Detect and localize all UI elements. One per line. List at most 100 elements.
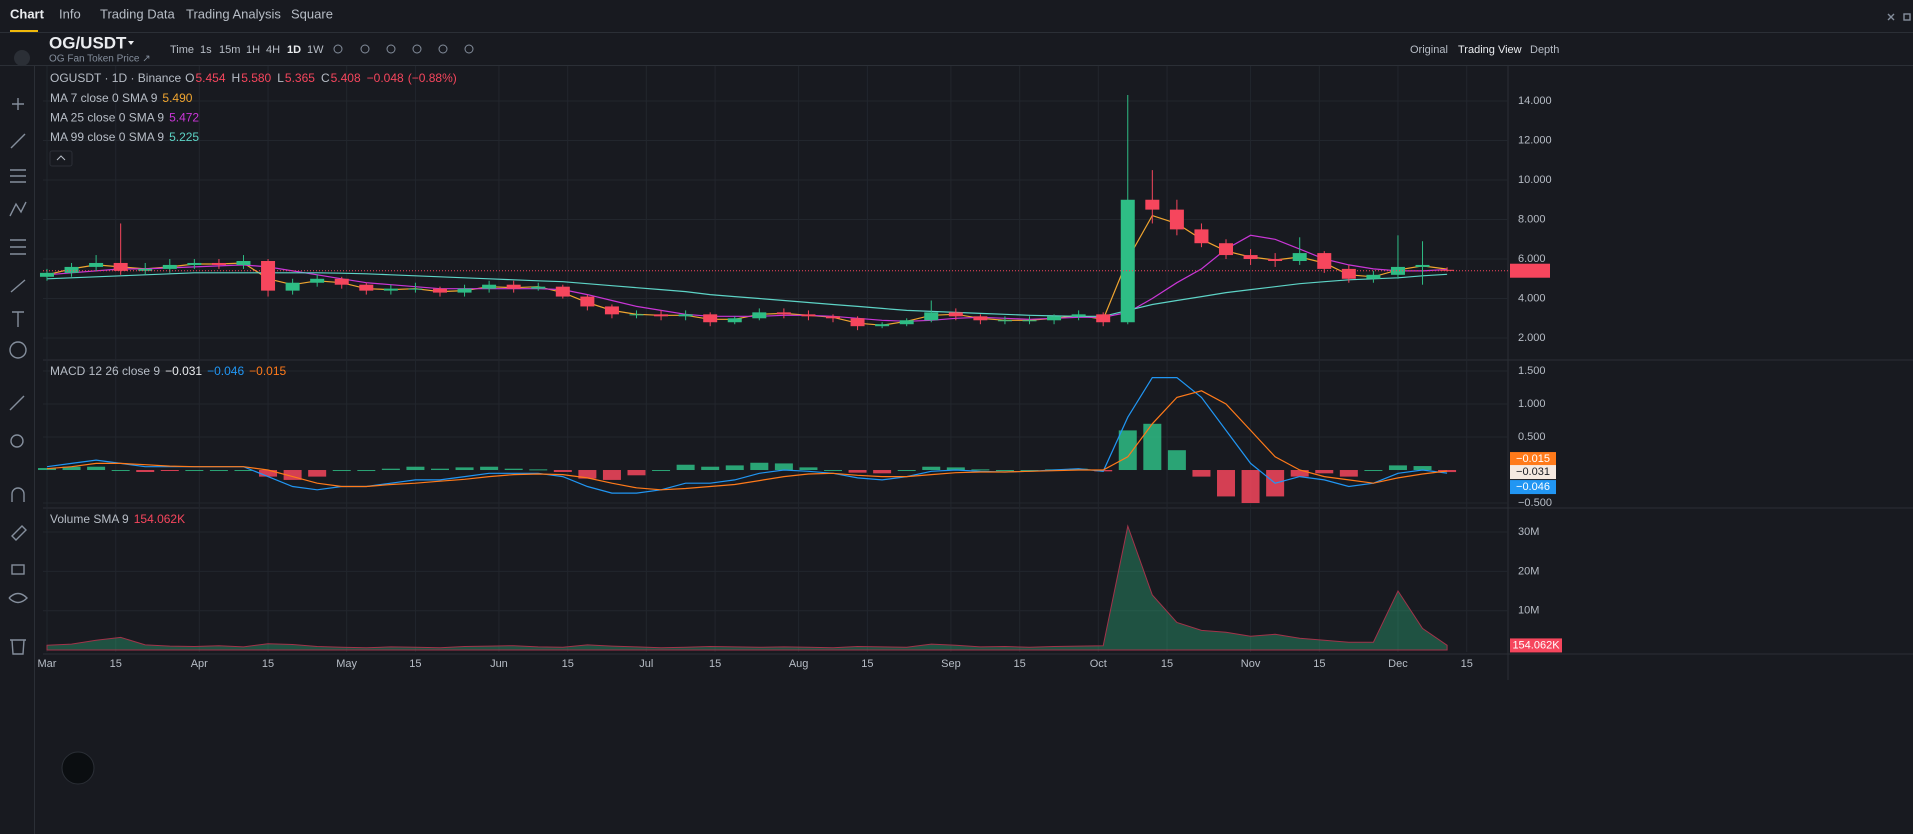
- legend-value: −0.031: [165, 364, 202, 378]
- macd-bar: [824, 470, 843, 472]
- macd-bar: [381, 468, 400, 471]
- hide-tool[interactable]: [8, 592, 28, 604]
- candle-body: [826, 316, 841, 319]
- macd-bar: [406, 466, 425, 471]
- candle-body: [727, 318, 742, 323]
- legend-label: Volume SMA 9: [50, 512, 129, 526]
- interval[interactable]: Time: [170, 44, 194, 56]
- chart-tool[interactable]: [360, 44, 370, 54]
- brush-tool[interactable]: [10, 279, 26, 293]
- symbol-caret[interactable]: [128, 41, 134, 45]
- symbol[interactable]: OG/USDT: [49, 33, 127, 52]
- emoji-tool[interactable]: [9, 341, 27, 359]
- legend-value: −0.046: [207, 364, 244, 378]
- legend-label: MA 7 close 0 SMA 9: [50, 91, 158, 105]
- x-tick-label: Nov: [1241, 658, 1261, 670]
- lock-draw-tool[interactable]: [11, 525, 27, 541]
- axis-badge: [1510, 452, 1556, 467]
- candle-body: [1268, 259, 1283, 261]
- y-tick-label: 10.000: [1518, 174, 1552, 186]
- macd-bar: [136, 470, 155, 472]
- macd-bar: [873, 470, 892, 474]
- macd-bar: [1364, 470, 1383, 472]
- macd-bar: [1388, 465, 1407, 471]
- zoom-tool[interactable]: [10, 434, 24, 448]
- chart-tool[interactable]: [464, 44, 474, 54]
- x-tick-label: Jun: [490, 658, 508, 670]
- ruler-tool[interactable]: [9, 395, 25, 411]
- interval[interactable]: 1D: [287, 44, 301, 56]
- candle-body: [997, 320, 1012, 322]
- layout[interactable]: [1903, 13, 1911, 21]
- interval[interactable]: 15m: [219, 44, 240, 56]
- macd-bar: [234, 470, 253, 472]
- candle-body: [948, 312, 963, 317]
- tab[interactable]: Trading Analysis: [186, 6, 281, 21]
- tab[interactable]: Chart: [10, 6, 45, 21]
- favorite[interactable]: [14, 50, 30, 66]
- collapse[interactable]: [1887, 13, 1895, 21]
- legend-label: MA 99 close 0 SMA 9: [50, 130, 164, 144]
- view-option[interactable]: Original: [1410, 44, 1448, 56]
- measure-tool[interactable]: [10, 239, 26, 255]
- delete-tool[interactable]: [10, 639, 26, 655]
- macd-bar: [1020, 470, 1039, 472]
- interval[interactable]: 1W: [307, 44, 324, 56]
- candle-body: [703, 314, 718, 323]
- pattern-tool[interactable]: [9, 201, 27, 217]
- macd-bar: [430, 468, 449, 471]
- magnet-tool[interactable]: [11, 487, 25, 502]
- x-tick-label: 15: [409, 658, 421, 670]
- candle-body: [776, 312, 791, 315]
- macd-bar: [602, 470, 621, 480]
- macd-bar: [1290, 470, 1309, 477]
- ohlc-name: H: [232, 71, 241, 85]
- cross-tool[interactable]: [12, 98, 24, 110]
- view-option[interactable]: Depth: [1530, 44, 1559, 56]
- ohlc-name: C: [321, 71, 330, 85]
- candle-body: [654, 314, 669, 317]
- macd-bar: [111, 470, 130, 472]
- tab[interactable]: Trading Data: [100, 6, 175, 21]
- x-tick-label: Aug: [789, 658, 809, 670]
- fib-tool[interactable]: [10, 169, 26, 183]
- axis-badge: [1510, 465, 1556, 480]
- text-tool[interactable]: [12, 311, 24, 327]
- lock-tool[interactable]: [11, 564, 25, 575]
- macd-bar: [922, 466, 941, 471]
- candle-body: [261, 260, 276, 291]
- macd-bar: [1315, 470, 1334, 474]
- legend-value: 5.225: [169, 130, 199, 144]
- candle-body: [236, 260, 251, 265]
- candle-body: [850, 318, 865, 327]
- chart-tool[interactable]: [386, 44, 396, 54]
- collapse-icon[interactable]: [56, 155, 66, 161]
- chart-tool[interactable]: [333, 44, 343, 54]
- candle-body: [1415, 264, 1430, 267]
- chart-tool[interactable]: [438, 44, 448, 54]
- x-tick-label: Sep: [941, 658, 961, 670]
- x-tick-label: 15: [1313, 658, 1325, 670]
- interval[interactable]: 1H: [246, 44, 260, 56]
- candle-body: [531, 286, 546, 289]
- macd-bar: [946, 467, 965, 471]
- collapse-legend[interactable]: [49, 150, 73, 167]
- chart-tool[interactable]: [412, 44, 422, 54]
- x-tick-label: 15: [1461, 658, 1473, 670]
- candle-body: [1341, 268, 1356, 279]
- candle-body: [555, 286, 570, 297]
- tab[interactable]: Square: [291, 6, 333, 21]
- tab[interactable]: Info: [59, 6, 81, 21]
- interval[interactable]: 1s: [200, 44, 212, 56]
- line-tool[interactable]: [10, 133, 26, 149]
- interval[interactable]: 4H: [266, 44, 280, 56]
- y-tick-label: 6.000: [1518, 253, 1546, 265]
- axis-badge: [1510, 638, 1562, 653]
- axis-badge-label: −0.031: [1516, 466, 1550, 478]
- candle-body: [604, 306, 619, 315]
- view-option[interactable]: Trading View: [1458, 44, 1522, 56]
- ma-line: [46, 234, 1448, 322]
- macd-bar: [504, 468, 523, 471]
- y-tick-label: 12.000: [1518, 134, 1552, 146]
